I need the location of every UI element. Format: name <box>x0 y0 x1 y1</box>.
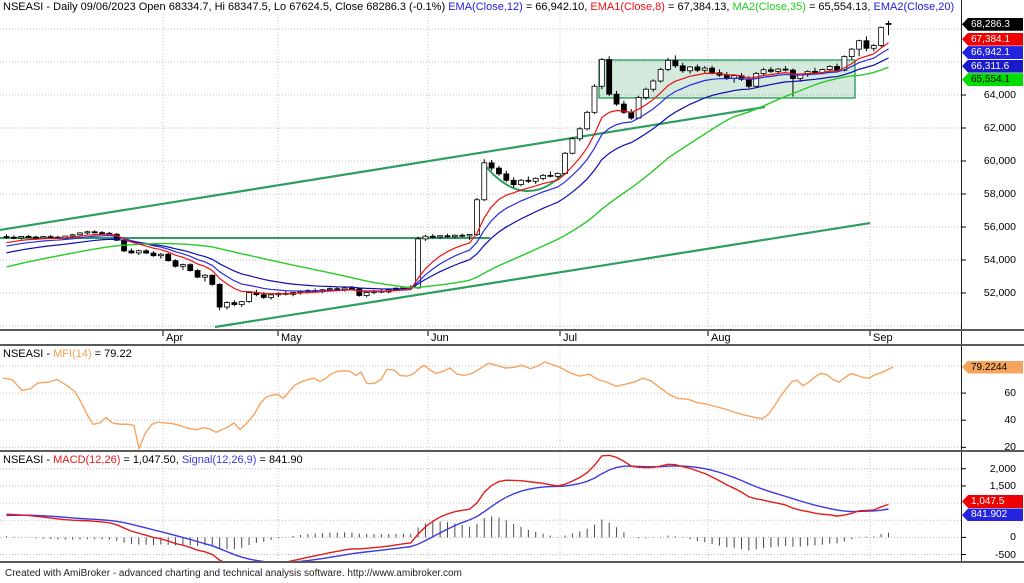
y-axis-label: 58,000 <box>983 188 1016 200</box>
month-label: Jun <box>431 332 449 344</box>
axis-value-tag: 66,942.1 <box>962 46 1023 60</box>
macd-layer <box>6 454 889 561</box>
y-axis-label: 2,000 <box>989 462 1016 475</box>
panel-separator <box>0 329 1024 331</box>
title-segment: EMA(Close,12) <box>448 1 523 13</box>
title-segment: = 841.90 <box>256 454 303 466</box>
signal-line <box>6 465 889 561</box>
title-segment: NSEASI - <box>3 348 54 360</box>
title-segment: MACD(12,26) <box>53 454 121 466</box>
ma-line <box>6 42 889 295</box>
axis-value-tag: 79.2244 <box>962 360 1023 374</box>
ma-line <box>6 57 889 290</box>
y-axis-label: 64,000 <box>983 89 1016 101</box>
month-label: Aug <box>711 332 731 344</box>
y-axis-label: 52,000 <box>983 287 1016 299</box>
y-axis-label: 0 <box>1010 531 1016 544</box>
y-axis-label: 54,000 <box>983 254 1016 266</box>
axis-value-tag: 68,286.3 <box>962 17 1023 31</box>
ma-line <box>6 48 889 292</box>
lower-trendline <box>214 221 871 329</box>
mfi-panel-title: NSEASI - MFI(14) = 79.22 <box>3 348 132 360</box>
price-axis-line <box>961 0 962 563</box>
gridlines-layer <box>0 347 961 450</box>
axis-value-tag: 65,554.1 <box>962 73 1023 87</box>
title-segment: MA2(Close,35) <box>732 1 806 13</box>
footer-credit: Created with AmiBroker - advanced charti… <box>5 568 462 579</box>
month-label: Jul <box>563 332 578 344</box>
upper-trendline <box>0 105 766 232</box>
panel-separator <box>0 561 1024 563</box>
y-axis-label: 60 <box>1004 387 1016 400</box>
axis-value-tag: 841.902 <box>962 508 1023 522</box>
title-segment: EMA1(Close,8) <box>590 1 665 13</box>
title-segment: = 66,942.10, <box>522 1 591 13</box>
mfi-layer <box>2 361 894 450</box>
month-label: Sep <box>873 332 893 344</box>
title-segment: = 79.22 <box>91 348 132 360</box>
cup-arc <box>482 162 569 193</box>
y-axis-label: -500 <box>994 548 1016 561</box>
month-label: May <box>281 332 302 344</box>
ma-line <box>6 66 889 289</box>
mfi-line <box>2 361 894 450</box>
title-segment: = 67,384.13, <box>664 1 733 13</box>
title-segment: = 1,047.50, <box>120 454 182 466</box>
panel-separator <box>0 450 1024 452</box>
panel-separator <box>0 344 1024 346</box>
overlay-lines-layer <box>6 42 889 295</box>
macd-line <box>6 454 889 561</box>
axis-value-tag: 1,047.5 <box>962 494 1023 508</box>
y-axis-label: 62,000 <box>983 122 1016 134</box>
main-panel-title: NSEASI - Daily 09/06/2023 Open 68334.7, … <box>3 1 954 13</box>
axis-value-tag: 67,384.1 <box>962 32 1023 46</box>
title-segment: EMA2(Close,20) <box>873 1 955 13</box>
gridlines-layer <box>0 453 961 561</box>
month-label: Apr <box>166 332 184 344</box>
y-axis-label: 60,000 <box>983 155 1016 167</box>
axis-value-tag: 66,311.6 <box>962 59 1023 73</box>
y-axis-label: 20 <box>1004 441 1016 454</box>
title-segment: Signal(12,26,9) <box>181 454 257 466</box>
title-segment: NSEASI - <box>3 454 54 466</box>
y-axis-label: 56,000 <box>983 221 1016 233</box>
macd-panel-title: NSEASI - MACD(12,26) = 1,047.50, Signal(… <box>3 454 303 466</box>
y-axis-label: 40 <box>1004 414 1016 427</box>
title-segment: = 65,554.13, <box>805 1 874 13</box>
title-segment: MFI(14) <box>53 348 92 360</box>
title-segment: NSEASI - Daily 09/06/2023 Open 68334.7, … <box>3 1 449 13</box>
y-axis-label: 1,500 <box>989 479 1016 492</box>
